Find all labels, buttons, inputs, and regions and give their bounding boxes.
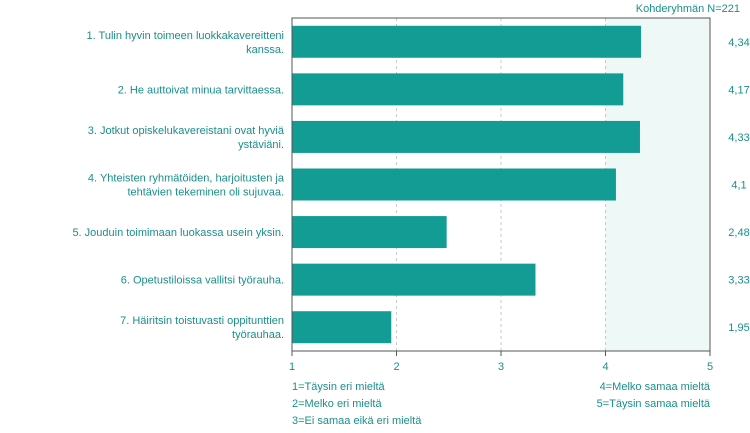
legend-right: 4=Melko samaa mieltä 5=Täysin samaa miel… (597, 381, 710, 415)
value-label: 4,17 (728, 84, 749, 96)
bar (292, 73, 624, 106)
agree-zone (605, 18, 710, 351)
legend-item-1: 1=Täysin eri mieltä (292, 381, 385, 393)
x-tick-label: 1 (289, 361, 295, 373)
value-label: 4,1 (731, 180, 746, 192)
bar (292, 263, 536, 296)
value-label: 2,48 (728, 227, 749, 239)
x-tick-label: 2 (393, 361, 399, 373)
category-label: 1. Tulin hyvin toimeen luokkakavereitten… (87, 30, 285, 56)
x-tick-label: 4 (602, 361, 608, 373)
bar (292, 311, 392, 344)
category-label: 3. Jotkut opiskelukavereistani ovat hyvi… (88, 125, 285, 151)
x-tick-label: 3 (498, 361, 504, 373)
category-label: 5. Jouduin toimimaan luokassa usein yksi… (72, 227, 284, 239)
bar (292, 120, 640, 153)
legend-item-3: 3=Ei samaa eikä eri mieltä (292, 415, 422, 427)
category-label: 6. Opetustiloissa vallitsi työrauha. (121, 275, 284, 287)
sample-size-note: Kohderyhmän N=221 (635, 3, 740, 15)
x-tick-label: 5 (707, 361, 713, 373)
legend-item-4: 4=Melko samaa mieltä (599, 381, 710, 393)
value-label: 4,33 (728, 132, 749, 144)
legend-item-5: 5=Täysin samaa mieltä (596, 398, 710, 410)
bar (292, 216, 447, 249)
value-label: 3,33 (728, 275, 749, 287)
bar (292, 25, 642, 58)
category-label: 4. Yhteisten ryhmätöiden, harjoitusten j… (88, 173, 285, 199)
bar (292, 168, 616, 201)
value-label: 1,95 (728, 322, 749, 334)
legend-left: 1=Täysin eri mieltä 2=Melko eri mieltä 3… (292, 381, 421, 432)
category-label: 2. He auttoivat minua tarvittaessa. (118, 84, 284, 96)
legend-item-2: 2=Melko eri mieltä (292, 398, 382, 410)
category-label: 7. Häiritsin toistuvasti oppitunttien työ… (120, 315, 284, 341)
value-label: 4,34 (728, 37, 749, 49)
